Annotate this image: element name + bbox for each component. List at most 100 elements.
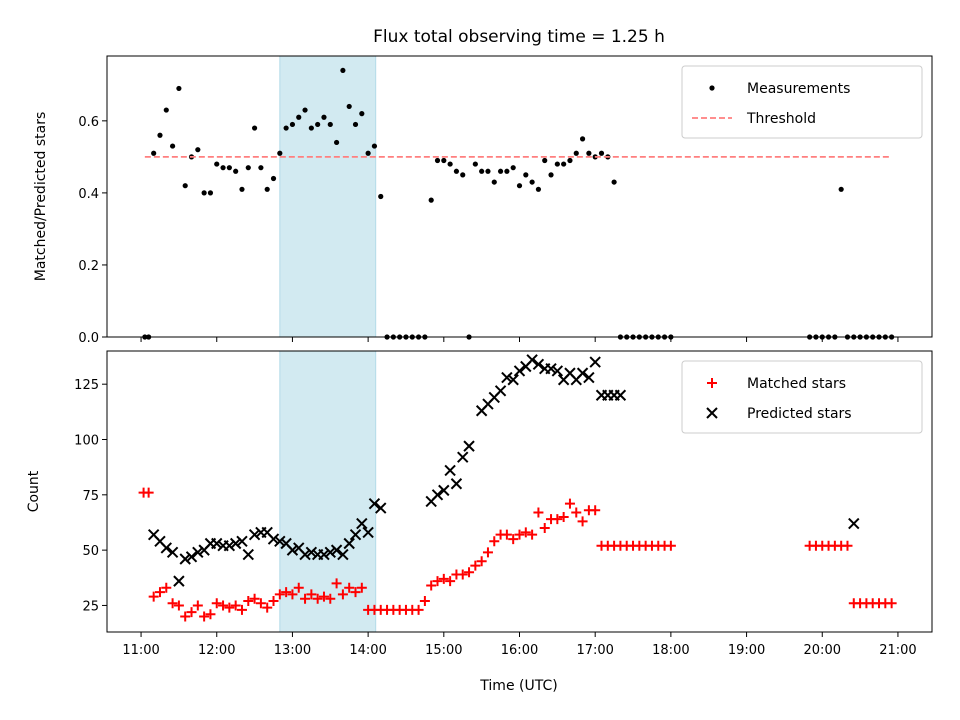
y-tick-label: 100	[74, 434, 99, 449]
matched-stars-point	[886, 598, 897, 609]
measurements-point	[315, 121, 321, 128]
legend-marker-measurements	[709, 85, 715, 91]
predicted-stars-point	[513, 365, 526, 377]
predicted-stars-point	[173, 575, 185, 587]
matched-stars-point	[514, 529, 525, 540]
predicted-stars-point	[242, 548, 254, 561]
y-tick-label: 0.0	[78, 331, 99, 346]
matched-stars-point	[274, 589, 285, 600]
shaded-region	[279, 55, 377, 338]
measurements-point	[163, 107, 169, 113]
matched-stars-point	[318, 591, 329, 602]
measurements-point	[579, 136, 586, 142]
predicted-stars-point	[501, 371, 513, 384]
measurements-point	[485, 168, 491, 174]
measurements-point	[352, 121, 359, 128]
measurements-point	[182, 183, 188, 189]
matched-stars-point	[306, 589, 317, 600]
predicted-stars-point	[274, 535, 286, 547]
measurements-point	[283, 125, 289, 131]
measurements-point	[251, 125, 258, 131]
matched-stars-point	[154, 587, 165, 598]
measurements-point	[151, 150, 157, 156]
matched-stars-point	[356, 582, 367, 593]
y-tick-label: 0.2	[78, 259, 99, 274]
measurements-point	[340, 67, 346, 74]
x-tick-label: 21:00	[879, 643, 916, 658]
legend-label-matched-stars: Matched stars	[747, 376, 846, 392]
measurements-point	[567, 157, 573, 164]
measurements-point	[176, 85, 182, 92]
matched-stars-point	[564, 498, 575, 509]
legend-label-measurements: Measurements	[747, 81, 850, 97]
measurements-point	[561, 161, 567, 167]
measurements-point	[491, 179, 497, 185]
predicted-stars-point	[248, 528, 261, 541]
measurements-point	[472, 161, 478, 167]
measurements-point	[542, 157, 548, 164]
matched-stars-point	[470, 560, 481, 571]
x-tick-label: 15:00	[425, 643, 462, 658]
measurements-point	[554, 161, 560, 167]
measurements-point	[611, 179, 617, 185]
x-tick-label: 13:00	[274, 643, 311, 658]
measurements-point	[504, 168, 510, 174]
legend-marker-predicted-stars	[706, 407, 718, 419]
matched-stars-point	[211, 598, 222, 609]
measurements-point	[598, 150, 605, 156]
predicted-stars-point	[368, 497, 381, 510]
measurements-point	[296, 114, 302, 120]
x-tick-label: 12:00	[198, 643, 235, 658]
y-axis-label: Matched/Predicted stars	[33, 112, 49, 282]
matched-stars-point	[186, 607, 197, 618]
measurements-point	[270, 175, 277, 182]
y-tick-label: 0.6	[78, 115, 99, 130]
matched-stars-point	[426, 580, 437, 591]
legend-label-threshold: Threshold	[746, 111, 816, 127]
measurements-point	[548, 172, 554, 178]
measurements-point	[359, 111, 365, 117]
predicted-stars-point	[551, 365, 564, 377]
predicted-stars-point	[192, 546, 204, 559]
measurements-point	[516, 183, 523, 189]
bottom-panel: 25 50 75 100 125 11:00 12:00 13:00 14:00 15:00 16:…	[26, 350, 933, 658]
predicted-stars-point	[457, 451, 469, 463]
measurements-point	[346, 103, 352, 110]
matched-stars-point	[192, 600, 203, 611]
matched-stars-point	[476, 556, 487, 567]
measurements-point	[497, 168, 504, 174]
predicted-stars-point	[545, 362, 557, 375]
matched-stars-point	[432, 576, 443, 587]
matched-stars-point	[571, 507, 582, 518]
matched-stars-point	[539, 523, 550, 534]
predicted-stars-point	[160, 542, 172, 554]
predicted-stars-point	[375, 502, 387, 514]
legend-box	[681, 65, 923, 139]
y-tick-label: 0.4	[78, 187, 99, 202]
predicted-stars-point	[236, 535, 248, 547]
measurements-point	[201, 190, 207, 196]
matched-stars-point	[337, 589, 348, 600]
matched-stars-point	[508, 534, 519, 545]
measurements-point	[529, 179, 535, 185]
predicted-stars-point	[444, 464, 456, 477]
matched-stars-point	[143, 487, 154, 498]
matched-stars-point	[842, 540, 853, 551]
matched-stars-point	[180, 611, 191, 622]
matched-stars-point	[243, 596, 254, 607]
matched-stars-point	[325, 593, 336, 604]
predicted-stars-point	[286, 544, 299, 556]
measurements-point	[258, 165, 264, 171]
matched-stars-point	[224, 602, 235, 613]
measurements-point	[233, 168, 239, 174]
predicted-stars-point	[576, 367, 589, 379]
measurements-point	[535, 186, 542, 192]
legend-marker-matched-stars	[707, 378, 717, 388]
predicted-stars-point	[507, 374, 519, 386]
measurements-point	[573, 150, 579, 156]
matched-stars-point	[236, 604, 247, 615]
matched-stars-point	[552, 514, 563, 525]
x-tick-label: 16:00	[501, 643, 538, 658]
predicted-stars-point	[431, 489, 444, 501]
